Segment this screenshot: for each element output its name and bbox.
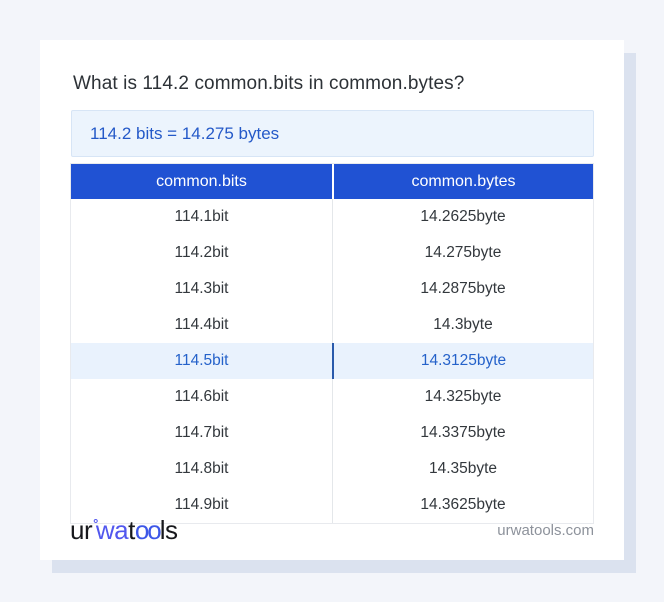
bits-cell: 114.8bit [174, 460, 229, 477]
bytes-cell: 14.3625byte [332, 487, 593, 523]
table-row[interactable]: 114.3bit 14.2875byte [71, 271, 593, 307]
table-row[interactable]: 114.9bit 14.3625byte [71, 487, 593, 523]
table-row[interactable]: 114.5bit 14.3125byte [71, 343, 593, 379]
table-row[interactable]: 114.7bit 14.3375byte [71, 415, 593, 451]
bytes-cell: 14.3375byte [332, 415, 593, 451]
logo-ring-icon: ° [93, 515, 98, 531]
bytes-cell: 14.3125byte [332, 343, 593, 379]
bytes-cell: 14.3byte [332, 307, 593, 343]
site-domain-text: urwatools.com [497, 521, 594, 539]
bytes-cell: 14.275byte [332, 235, 593, 271]
bits-cell: 114.2bit [174, 244, 229, 261]
conversion-result-text: 114.2 bits = 14.275 bytes [90, 123, 280, 143]
bits-cell: 114.9bit [174, 496, 229, 513]
table-header-row: common.bits common.bytes [71, 164, 593, 199]
conversion-card: What is 114.2 common.bits in common.byte… [40, 40, 624, 560]
logo-part-oo: oo [134, 514, 162, 545]
bits-cell: 114.3bit [174, 280, 229, 297]
bytes-cell: 14.325byte [332, 379, 593, 415]
table-body: 114.1bit 14.2625byte 114.2bit 14.275byte 114… [71, 199, 593, 523]
bytes-cell: 14.2625byte [332, 199, 593, 235]
logo-part-t: t [128, 514, 135, 545]
table-row[interactable]: 114.4bit 14.3byte [71, 307, 593, 343]
card-footer: ur°watools urwatools.com [70, 513, 594, 547]
table-row[interactable]: 114.6bit 14.325byte [71, 379, 593, 415]
bytes-cell: 14.2875byte [332, 271, 593, 307]
logo-part-ls: ls [159, 514, 178, 545]
table-row[interactable]: 114.1bit 14.2625byte [71, 199, 593, 235]
table-header-bits: common.bits [156, 173, 247, 190]
bits-cell: 114.5bit [174, 352, 229, 369]
bits-cell: 114.1bit [174, 208, 229, 225]
bits-cell: 114.4bit [174, 316, 229, 333]
bits-cell: 114.6bit [174, 388, 229, 405]
page-title: What is 114.2 common.bits in common.byte… [73, 73, 465, 94]
table-header-bytes: common.bytes [332, 164, 593, 199]
urwatools-logo[interactable]: ur°watools [70, 515, 178, 546]
bits-cell: 114.7bit [174, 424, 229, 441]
table-row[interactable]: 114.8bit 14.35byte [71, 451, 593, 487]
logo-part-ur: ur [70, 514, 93, 545]
bytes-cell: 14.35byte [332, 451, 593, 487]
conversion-result-box: 114.2 bits = 14.275 bytes [71, 110, 594, 157]
table-row[interactable]: 114.2bit 14.275byte [71, 235, 593, 271]
logo-part-wa: wa [95, 514, 129, 545]
conversion-table: common.bits common.bytes 114.1bit 14.2625… [70, 163, 594, 524]
